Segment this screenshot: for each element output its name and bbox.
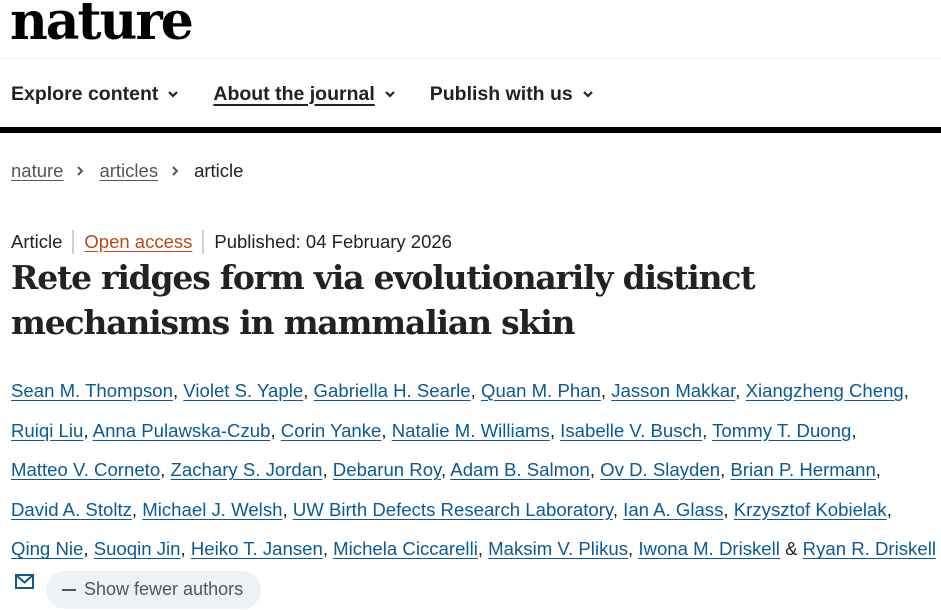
title-line-1: Rete ridges form via evolutionarily dist… [11,258,756,297]
author-separator: , [303,380,314,401]
breadcrumb-current: article [194,160,244,181]
author-link[interactable]: Adam B. Salmon [450,459,590,481]
header-black-bar [0,127,941,133]
author-separator: , [172,380,184,401]
author-separator: , [549,419,561,441]
author-list: Sean M. Thompson, Violet S. Yaple, Gabri… [11,371,941,610]
author-link[interactable]: Tommy T. Duong [712,419,852,441]
author-separator: , [160,459,171,481]
chevron-right-icon [77,166,84,176]
author-separator: , [322,538,334,560]
author-separator: , [628,538,639,560]
author-link[interactable]: Ian A. Glass [623,498,724,520]
author-separator: , [477,538,489,560]
author-link[interactable]: Debarun Roy [332,459,441,481]
author-link[interactable]: Quan M. Phan [480,380,601,401]
open-access-link[interactable]: Open access [84,231,193,252]
chevron-down-icon [583,91,593,98]
author-separator: , [381,419,392,441]
article-meta: Article Open access Published: 04 Februa… [11,230,452,254]
show-fewer-authors-button[interactable]: Show fewer authors [46,571,262,610]
author-separator: , [83,419,93,441]
author-link[interactable]: Violet S. Yaple [183,380,304,401]
author-separator: , [470,380,481,401]
author-separator: , [270,419,281,441]
author-link[interactable]: Gabriella H. Searle [313,380,471,401]
author-link[interactable]: Ruiqi Liu [11,419,84,441]
nav-label: About the journal [213,82,375,105]
article-type: Article [11,231,63,252]
meta-divider [72,230,75,254]
nav-label: Explore content [11,82,159,105]
author-link[interactable]: Matteo V. Corneto [11,459,161,481]
envelope-icon[interactable] [15,573,34,589]
breadcrumb: nature articles article [11,160,243,182]
author-link[interactable]: Jasson Makkar [611,380,736,401]
author-link[interactable]: Michael J. Welsh [142,498,283,520]
nature-logo[interactable]: nature [10,0,194,52]
author-link[interactable]: Sean M. Thompson [11,380,173,401]
author-link[interactable]: Iwona M. Driskell [638,538,780,560]
author-separator: , [886,498,892,520]
author-link[interactable]: UW Birth Defects Research Laboratory [292,498,613,520]
author-link[interactable]: Anna Pulawska-Czub [92,419,271,441]
author-link[interactable]: Ov D. Slayden [600,459,721,481]
author-link[interactable]: Michela Ciccarelli [333,538,478,560]
minus-icon [62,588,76,592]
author-separator: , [702,419,713,441]
author-separator: , [723,498,734,520]
author-link[interactable]: Ryan R. Driskell [802,538,936,560]
author-separator: , [600,380,612,401]
chevron-down-icon [384,91,395,98]
show-fewer-label: Show fewer authors [84,579,244,600]
author-link[interactable]: Isabelle V. Busch [560,419,703,441]
author-separator: , [131,498,143,520]
author-separator: , [180,538,191,560]
published-date: Published: 04 February 2026 [214,231,452,252]
author-separator: , [720,459,731,481]
author-separator: , [83,538,94,560]
author-separator: , [282,498,293,520]
author-link[interactable]: Qing Nie [11,538,84,560]
author-link[interactable]: Krzysztof Kobielak [733,498,887,520]
nav-publish-with-us[interactable]: Publish with us [430,83,594,106]
author-link[interactable]: Brian P. Hermann [730,459,876,481]
header-divider [0,58,941,59]
meta-divider [202,230,205,254]
author-separator: , [735,380,746,401]
breadcrumb-articles[interactable]: articles [99,160,159,181]
author-separator: , [322,459,333,481]
author-link[interactable]: Zachary S. Jordan [170,459,323,481]
nav-label: Publish with us [429,82,573,105]
author-separator: , [875,459,881,481]
article-title: Rete ridges form via evolutionarily dist… [11,255,911,345]
author-separator: , [903,380,909,401]
breadcrumb-nature[interactable]: nature [11,160,64,181]
nav-explore-content[interactable]: Explore content [11,83,179,106]
author-link[interactable]: Suoqin Jin [93,538,181,560]
author-separator: , [440,459,451,481]
author-separator: , [612,498,624,520]
author-link[interactable]: Xiangzheng Cheng [745,380,904,401]
author-link[interactable]: Heiko T. Jansen [190,538,323,560]
chevron-right-icon [172,166,179,176]
author-link[interactable]: David A. Stoltz [11,498,132,520]
title-line-2: mechanisms in mammalian skin [11,303,576,342]
author-separator: , [851,419,857,441]
author-link[interactable]: Corin Yanke [280,419,382,441]
main-nav: Explore content About the journal Publis… [11,80,628,108]
author-conjunction: & [785,538,798,560]
chevron-down-icon [168,91,179,98]
author-link[interactable]: Natalie M. Williams [391,419,550,441]
author-link[interactable]: Maksim V. Plikus [488,538,629,560]
author-separator: , [589,459,601,481]
nav-about-the-journal[interactable]: About the journal [213,83,395,106]
